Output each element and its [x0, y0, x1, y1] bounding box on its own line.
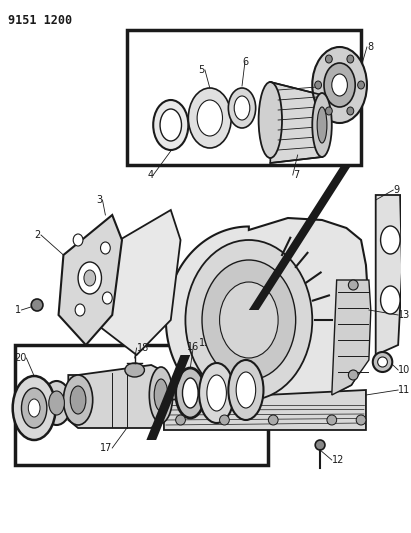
Ellipse shape [188, 88, 231, 148]
Text: 6: 6 [242, 57, 248, 67]
Text: 11: 11 [398, 385, 411, 395]
Polygon shape [68, 365, 166, 428]
Ellipse shape [358, 81, 365, 89]
Ellipse shape [317, 107, 327, 143]
Bar [15, 345, 268, 465]
Text: 1: 1 [15, 305, 21, 315]
Polygon shape [332, 280, 371, 395]
Ellipse shape [28, 399, 40, 417]
Ellipse shape [202, 260, 296, 380]
Text: 17: 17 [100, 443, 112, 453]
Ellipse shape [197, 100, 222, 136]
Ellipse shape [175, 415, 185, 425]
Ellipse shape [13, 376, 55, 440]
Ellipse shape [229, 360, 263, 420]
Text: 7: 7 [293, 170, 299, 180]
Ellipse shape [84, 270, 96, 286]
Ellipse shape [149, 367, 173, 423]
Ellipse shape [31, 299, 43, 311]
Ellipse shape [315, 81, 321, 89]
Polygon shape [166, 218, 369, 420]
Ellipse shape [312, 47, 367, 123]
Text: 4: 4 [147, 170, 153, 180]
Text: 20: 20 [14, 353, 26, 363]
Ellipse shape [199, 363, 234, 423]
Text: 13: 13 [398, 310, 411, 320]
Ellipse shape [102, 292, 112, 304]
Text: 15: 15 [199, 338, 212, 348]
Text: 5: 5 [199, 65, 205, 75]
Polygon shape [58, 215, 122, 345]
Ellipse shape [381, 286, 400, 314]
Text: 19: 19 [78, 378, 90, 388]
Text: 18: 18 [136, 343, 149, 353]
Ellipse shape [236, 372, 256, 408]
Text: 9151 1200: 9151 1200 [8, 14, 72, 27]
Ellipse shape [73, 234, 83, 246]
Ellipse shape [125, 363, 144, 377]
Ellipse shape [175, 368, 205, 418]
Ellipse shape [63, 375, 93, 425]
Ellipse shape [219, 282, 278, 358]
Polygon shape [249, 165, 351, 310]
Ellipse shape [160, 109, 182, 141]
Text: 2: 2 [35, 230, 41, 240]
Polygon shape [97, 210, 180, 355]
Ellipse shape [234, 96, 250, 120]
Ellipse shape [347, 55, 354, 63]
Ellipse shape [378, 357, 388, 367]
Ellipse shape [347, 107, 354, 115]
Ellipse shape [182, 378, 198, 408]
Polygon shape [270, 82, 322, 163]
Ellipse shape [42, 381, 71, 425]
Ellipse shape [154, 379, 168, 411]
Text: 9: 9 [393, 185, 399, 195]
Ellipse shape [349, 370, 358, 380]
Ellipse shape [49, 391, 65, 415]
Ellipse shape [326, 107, 332, 115]
Ellipse shape [373, 352, 392, 372]
Ellipse shape [75, 304, 85, 316]
Ellipse shape [326, 55, 332, 63]
Ellipse shape [381, 226, 400, 254]
Text: 12: 12 [332, 455, 344, 465]
Ellipse shape [315, 440, 325, 450]
Text: 14: 14 [251, 337, 263, 347]
Ellipse shape [268, 415, 278, 425]
Polygon shape [146, 355, 190, 440]
Ellipse shape [229, 88, 256, 128]
Ellipse shape [185, 240, 312, 400]
Ellipse shape [219, 415, 229, 425]
Ellipse shape [207, 375, 226, 411]
Ellipse shape [21, 388, 47, 428]
Ellipse shape [312, 93, 332, 157]
Ellipse shape [259, 82, 282, 158]
Text: 10: 10 [398, 365, 411, 375]
Text: 8: 8 [367, 42, 373, 52]
Ellipse shape [356, 415, 366, 425]
Text: 3: 3 [96, 195, 102, 205]
Bar [127, 30, 361, 165]
Text: 16: 16 [187, 342, 199, 352]
Ellipse shape [349, 280, 358, 290]
Ellipse shape [324, 63, 355, 107]
Ellipse shape [78, 262, 102, 294]
Ellipse shape [101, 242, 110, 254]
Ellipse shape [332, 74, 347, 96]
Ellipse shape [70, 386, 86, 414]
Polygon shape [164, 390, 366, 430]
Ellipse shape [327, 415, 337, 425]
Ellipse shape [153, 100, 188, 150]
Polygon shape [376, 195, 402, 355]
